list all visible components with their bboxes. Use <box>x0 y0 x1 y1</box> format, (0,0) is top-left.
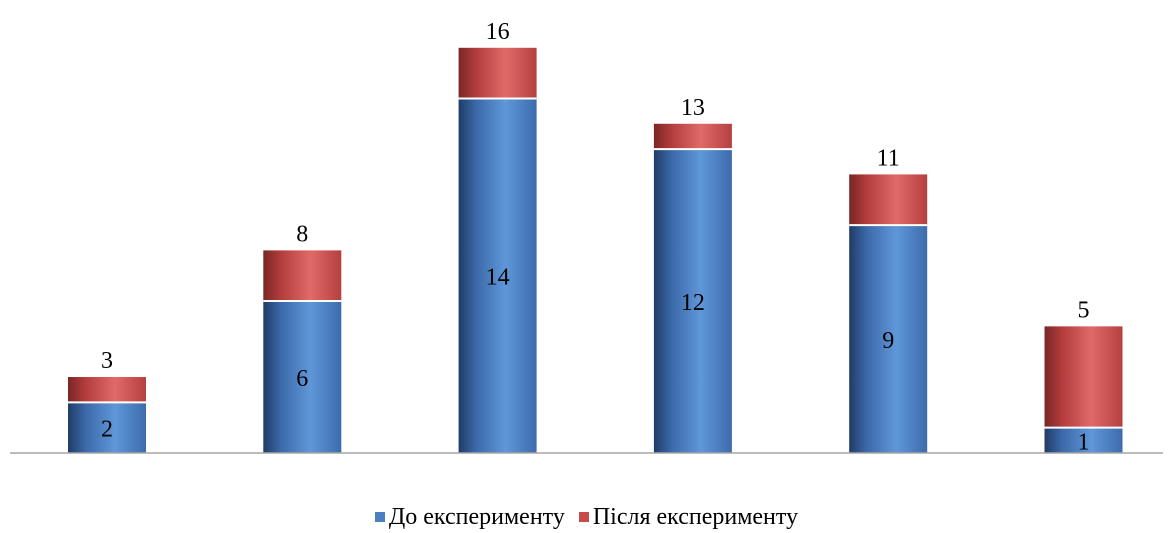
bar-after-3 <box>458 47 537 99</box>
legend-swatch-after <box>578 512 589 522</box>
bar-before-1 <box>68 402 146 453</box>
legend-label-after: Після експерименту <box>592 503 799 530</box>
bar-before-3 <box>458 98 537 453</box>
bar-after-2 <box>263 250 342 302</box>
bar-after-6 <box>1044 326 1123 428</box>
label-before-3: 14 <box>486 265 510 291</box>
legend-swatch-before <box>374 512 385 522</box>
label-before-2: 6 <box>296 366 308 392</box>
bar-after-4 <box>653 123 732 150</box>
label-after-6: 5 <box>1078 297 1090 323</box>
label-before-5: 9 <box>882 328 894 354</box>
legend-label-before: До експерименту <box>388 503 565 530</box>
legend-item-before: До експерименту <box>374 503 565 531</box>
bar-before-5 <box>849 225 928 453</box>
bar-before-4 <box>653 149 732 454</box>
legend-item-after: Після експерименту <box>578 503 799 531</box>
bar-before-6 <box>1044 427 1123 453</box>
label-after-2: 8 <box>296 221 308 247</box>
label-before-6: 1 <box>1078 429 1090 455</box>
bar-after-1 <box>68 377 146 403</box>
bar-before-2 <box>263 301 342 453</box>
label-after-4: 13 <box>681 95 705 121</box>
bar-after-5 <box>849 174 928 226</box>
legend: До експерименту Після експерименту <box>0 502 1173 531</box>
label-after-1: 3 <box>101 348 113 374</box>
label-after-5: 11 <box>877 145 900 171</box>
label-before-1: 2 <box>101 417 113 443</box>
label-after-3: 16 <box>486 19 510 45</box>
label-before-4: 12 <box>681 290 705 316</box>
